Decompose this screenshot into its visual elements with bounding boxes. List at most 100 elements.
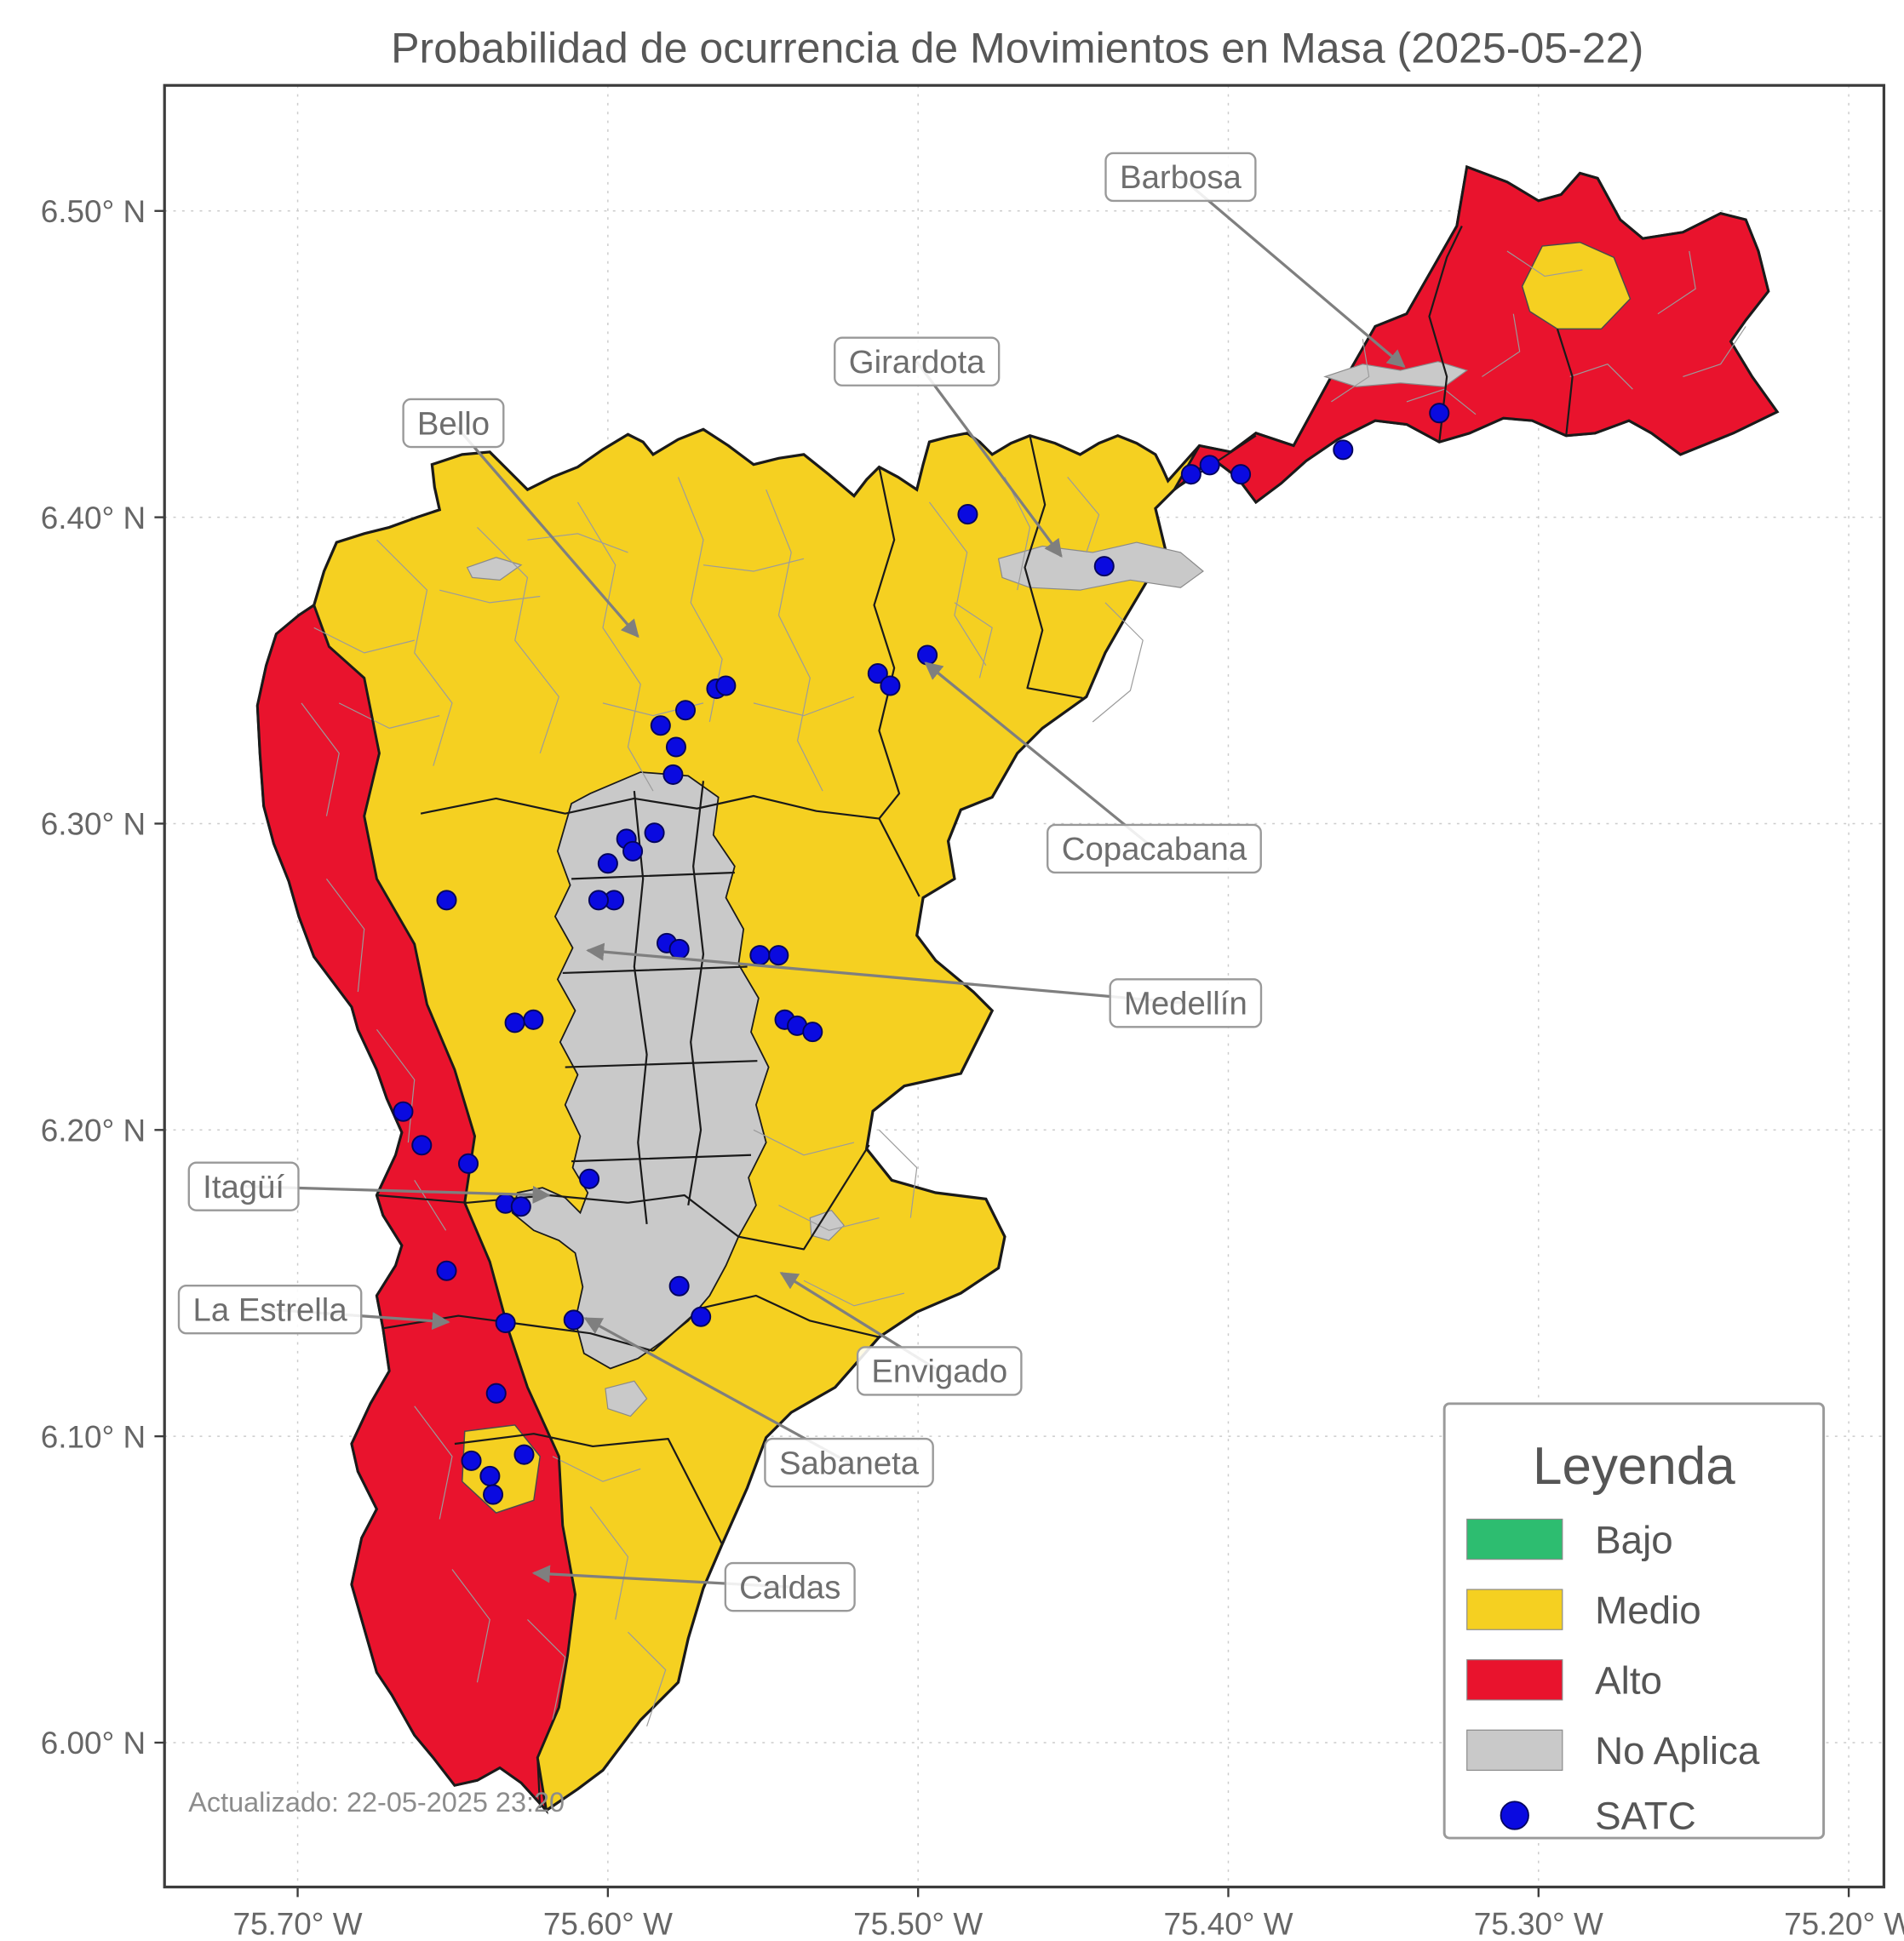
- plot-border: [163, 83, 1886, 1889]
- satc-point: [880, 675, 901, 696]
- legend-items: Bajo Medio Alto No Aplica SATC: [1466, 1518, 1760, 1838]
- annotation-label: La Estrella: [193, 1291, 348, 1328]
- satc-point: [485, 1383, 507, 1404]
- satc-point: [1093, 556, 1115, 577]
- municipality-boundaries: [328, 225, 1574, 1808]
- satc-point: [563, 1309, 584, 1331]
- annotation-arrow-barbosa: [1179, 175, 1406, 368]
- satc-point: [691, 1306, 712, 1327]
- satc-point: [504, 1012, 525, 1033]
- annotation-box: [1104, 152, 1257, 203]
- satc-point: [668, 1275, 690, 1297]
- legend-item-satc: SATC: [1500, 1795, 1696, 1838]
- annotation-itagui: Itagüí: [187, 1161, 300, 1211]
- annotation-box: [764, 1437, 934, 1488]
- map-title: Probabilidad de ocurrencia de Movimiento…: [391, 25, 1643, 72]
- satc-point: [495, 1312, 516, 1333]
- region-alto-northeast: [1173, 165, 1780, 504]
- satc-point: [665, 736, 686, 758]
- lat-tick-label: 6.40° N: [41, 501, 146, 535]
- annotation-arrow-medellin: [586, 942, 1186, 1005]
- legend-item-medio: Medio: [1466, 1589, 1701, 1632]
- annotation-box: [856, 1346, 1023, 1396]
- annotation-bello: Bello: [402, 398, 505, 449]
- satc-point: [715, 675, 737, 696]
- legend-item-no-aplica: No Aplica: [1466, 1729, 1760, 1772]
- satc-point: [1199, 455, 1220, 476]
- legend-label-satc: SATC: [1595, 1795, 1696, 1838]
- annotation-copacabana: Copacabana: [1047, 823, 1262, 874]
- satc-point: [393, 1101, 414, 1122]
- annotation-box: [402, 398, 505, 449]
- annotation-arrow-girardota: [915, 360, 1063, 558]
- satc-point: [436, 890, 457, 911]
- satc-point: [436, 1260, 457, 1281]
- annotation-label: Itagüí: [203, 1169, 284, 1205]
- annotation-box: [177, 1284, 363, 1335]
- annotation-label: Copacabana: [1062, 831, 1247, 867]
- annotation-label: Barbosa: [1120, 159, 1242, 196]
- satc-point: [650, 715, 671, 736]
- legend-label-bajo: Bajo: [1595, 1518, 1673, 1561]
- lon-tick-label: 75.50° W: [853, 1907, 983, 1941]
- annotation-label: Girardota: [849, 344, 985, 381]
- lat-tick-label: 6.20° N: [41, 1114, 146, 1148]
- lon-tick-label: 75.20° W: [1784, 1907, 1904, 1941]
- lat-tick-label: 6.30° N: [41, 807, 146, 842]
- legend: Leyenda Bajo Medio Alto No Aplica SATC: [1442, 1402, 1826, 1840]
- lon-tick-label: 75.30° W: [1474, 1907, 1603, 1941]
- region-medio-patch-northeast: [1521, 241, 1632, 330]
- annotation-boxes: Barbosa Girardota Bello Copacabana Medellín I…: [177, 152, 1263, 1612]
- satc-point: [1333, 439, 1354, 461]
- satc-point: [457, 1153, 479, 1174]
- annotation-arrow-copacabana: [924, 661, 1156, 850]
- map-layers: [255, 164, 1780, 1815]
- satc-point: [479, 1465, 501, 1486]
- axis-ticks: 6.50° N 6.40° N 6.30° N 6.20° N 6.10° N 6.00°…: [41, 194, 1904, 1941]
- annotation-label: Envigado: [871, 1354, 1007, 1390]
- annotation-label: Sabaneta: [779, 1445, 920, 1481]
- satc-point: [510, 1196, 531, 1217]
- satc-point: [668, 938, 690, 959]
- satc-point: [513, 1444, 535, 1465]
- satc-point: [483, 1484, 504, 1505]
- lat-tick-label: 6.50° N: [41, 194, 146, 229]
- updated-text: Actualizado: 22-05-2025 23:20: [188, 1787, 565, 1818]
- satc-point: [768, 945, 789, 966]
- annotation-girardota: Girardota: [834, 336, 1001, 386]
- satc-point: [1429, 403, 1450, 424]
- legend-label-alto: Alto: [1595, 1658, 1662, 1702]
- legend-item-bajo: Bajo: [1466, 1518, 1673, 1561]
- annotation-caldas: Caldas: [724, 1561, 856, 1612]
- satc-point: [588, 890, 609, 911]
- lon-tick-label: 75.70° W: [233, 1907, 363, 1941]
- annotation-box: [724, 1561, 856, 1612]
- satc-point: [957, 504, 978, 525]
- annotation-box: [1047, 823, 1262, 874]
- annotation-box: [187, 1161, 300, 1211]
- annotation-label: Medellín: [1124, 986, 1247, 1022]
- annotation-la-estrella: La Estrella: [177, 1284, 363, 1335]
- legend-title: Leyenda: [1533, 1437, 1735, 1496]
- annotation-medellin: Medellín: [1109, 978, 1263, 1028]
- satc-point: [867, 663, 888, 684]
- satc-point: [1230, 464, 1252, 485]
- satc-point: [802, 1022, 823, 1043]
- region-no-aplica-urban: [511, 771, 770, 1370]
- legend-frame: [1442, 1402, 1826, 1840]
- satc-point: [749, 945, 771, 966]
- lon-tick-label: 75.40° W: [1163, 1907, 1293, 1941]
- annotation-box: [1109, 978, 1263, 1028]
- satc-point: [461, 1450, 482, 1471]
- legend-dot-satc: [1500, 1801, 1529, 1830]
- legend-swatch-alto: [1466, 1659, 1563, 1701]
- lat-tick-label: 6.10° N: [41, 1419, 146, 1454]
- lon-tick-label: 75.60° W: [543, 1907, 673, 1941]
- satc-point: [674, 700, 697, 721]
- annotation-arrow-bello: [452, 421, 639, 638]
- legend-item-alto: Alto: [1466, 1658, 1662, 1702]
- annotation-barbosa: Barbosa: [1104, 152, 1257, 203]
- region-no-aplica-patches: [466, 361, 1469, 1417]
- annotation-box: [834, 336, 1001, 386]
